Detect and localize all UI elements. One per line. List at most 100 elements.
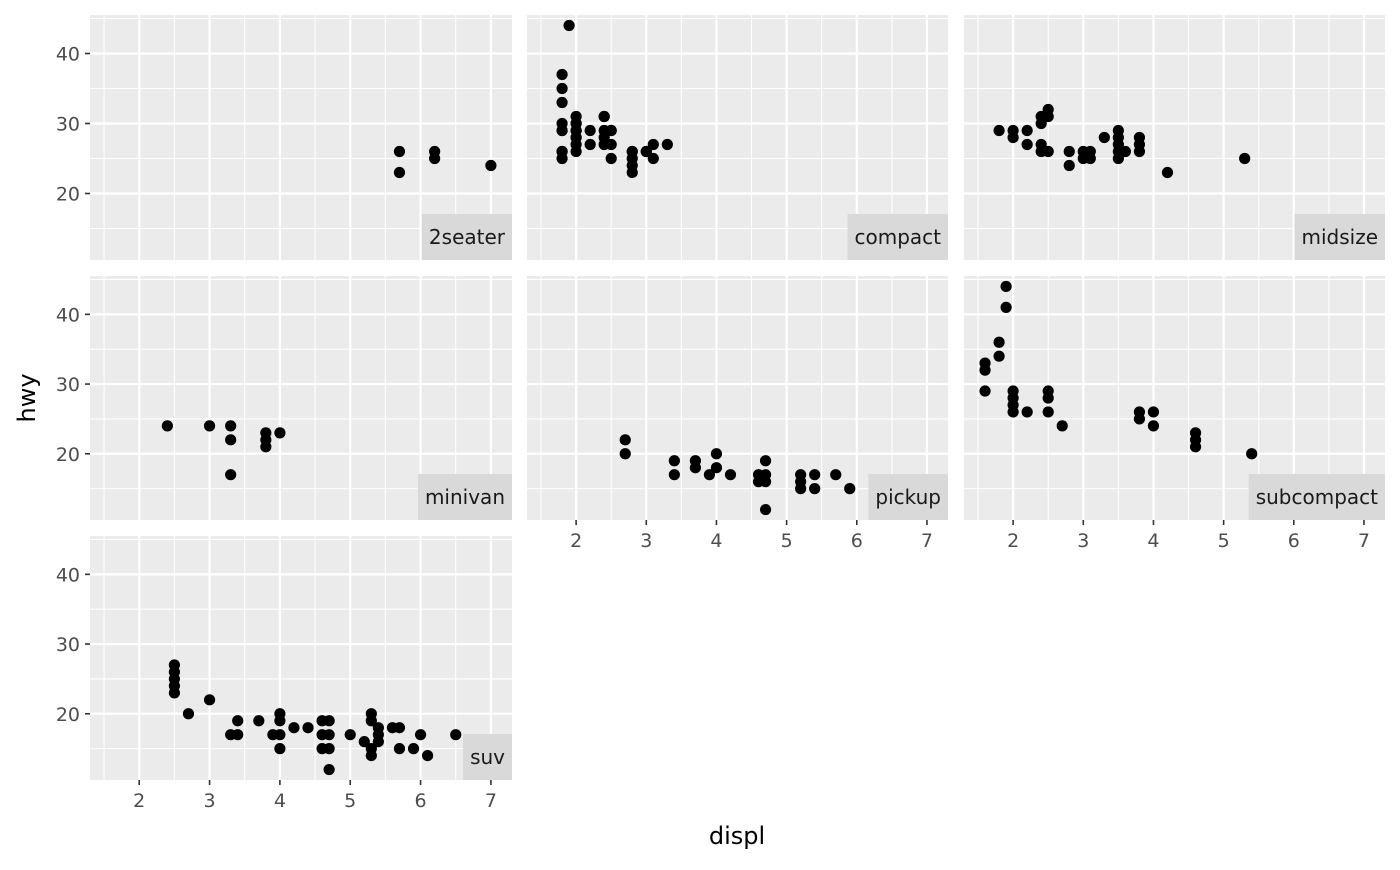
data-point (407, 743, 420, 755)
data-point (393, 722, 406, 734)
facet-panel-subcompact: subcompact 2 3 4 5 6 7 (964, 276, 1385, 552)
data-point (323, 715, 335, 727)
x-tick-label: 4 (710, 530, 722, 552)
y-tick-label: 20 (56, 444, 80, 466)
data-point (323, 729, 335, 741)
data-point (598, 110, 610, 123)
facet-panel-minivan: minivan 20 30 40 (56, 276, 512, 520)
data-point (1021, 124, 1033, 137)
x-tick-label: 5 (1218, 530, 1230, 552)
data-point (556, 117, 568, 130)
facet-strip-label: minivan (425, 485, 505, 509)
facet-panel-2seater: 2seater 20 30 40 (56, 15, 512, 260)
data-point (556, 82, 568, 95)
data-point (1084, 152, 1096, 165)
data-point (274, 715, 286, 727)
facet-strip-background (463, 734, 512, 780)
data-point (619, 448, 631, 460)
data-point (759, 503, 772, 516)
data-point (1133, 413, 1146, 425)
data-point (323, 763, 335, 776)
data-point (1119, 145, 1131, 158)
data-point (759, 455, 772, 467)
data-point (1147, 406, 1160, 418)
data-point (1042, 392, 1054, 404)
data-point (1063, 159, 1075, 172)
panels-layer: 2seater 20 30 40 compact midsize minivan 20 30 40… (56, 15, 1385, 812)
data-point (584, 138, 596, 151)
data-point (626, 152, 638, 165)
data-point (844, 483, 856, 495)
facet-strip-background (1294, 214, 1385, 260)
data-point (1042, 406, 1054, 418)
x-tick-label: 6 (1288, 530, 1300, 552)
facet-panel-suv: suv 20 30 40 2 3 4 5 6 7 (56, 536, 512, 812)
data-point (710, 448, 723, 460)
facet-strip-background (1248, 474, 1385, 520)
data-point (1246, 448, 1258, 460)
data-point (232, 715, 244, 727)
data-point (302, 722, 314, 734)
data-point (1147, 420, 1160, 432)
y-tick-label: 40 (56, 304, 80, 326)
data-point (274, 729, 286, 741)
x-tick-label: 4 (1147, 530, 1159, 552)
y-tick-label: 30 (56, 114, 80, 136)
data-point (1189, 441, 1202, 453)
data-point (979, 364, 991, 376)
data-point (414, 729, 427, 741)
data-point (556, 145, 568, 158)
data-point (556, 96, 568, 109)
data-point (570, 117, 582, 130)
data-point (993, 350, 1005, 362)
data-point (563, 19, 575, 32)
x-tick-label: 2 (570, 530, 582, 552)
data-point (809, 469, 821, 481)
data-point (1063, 145, 1075, 158)
x-tick-label: 6 (851, 530, 863, 552)
facet-strip-label: pickup (875, 485, 941, 509)
data-point (703, 469, 716, 481)
x-tick-label: 7 (921, 530, 933, 552)
data-point (647, 138, 659, 151)
data-point (260, 441, 272, 453)
data-point (161, 420, 173, 432)
data-point (225, 420, 237, 432)
facet-strip-label: suv (470, 745, 505, 769)
facet-panel-midsize: midsize (964, 15, 1385, 260)
data-point (1042, 145, 1054, 158)
data-point (640, 145, 652, 158)
y-tick-label: 20 (56, 704, 80, 726)
data-point (225, 434, 237, 446)
facet-panel-compact: compact (527, 15, 948, 260)
data-point (993, 124, 1005, 137)
data-point (724, 469, 737, 481)
facet-strip-background (847, 214, 948, 260)
x-tick-label: 2 (133, 790, 145, 812)
data-point (668, 455, 680, 467)
data-point (225, 469, 237, 481)
data-point (1000, 280, 1012, 293)
y-tick-label: 40 (56, 44, 80, 66)
facet-panel-pickup: pickup 2 3 4 5 6 7 (527, 276, 948, 552)
data-point (584, 124, 596, 137)
panel-background (90, 536, 512, 780)
x-tick-label: 6 (415, 790, 427, 812)
data-point (1161, 166, 1174, 179)
data-point (1035, 138, 1047, 151)
facet-strip-label: 2seater (429, 225, 506, 249)
data-point (393, 166, 406, 179)
data-point (253, 715, 265, 727)
x-tick-label: 3 (640, 530, 652, 552)
data-point (619, 434, 631, 446)
y-tick-label: 40 (56, 564, 80, 586)
data-point (393, 743, 406, 755)
x-axis-title: displ (709, 822, 765, 850)
data-point (795, 483, 807, 495)
data-point (759, 476, 772, 488)
y-tick-label: 20 (56, 184, 80, 206)
data-point (393, 145, 406, 158)
facet-strip-background (868, 474, 948, 520)
data-point (1007, 131, 1019, 144)
